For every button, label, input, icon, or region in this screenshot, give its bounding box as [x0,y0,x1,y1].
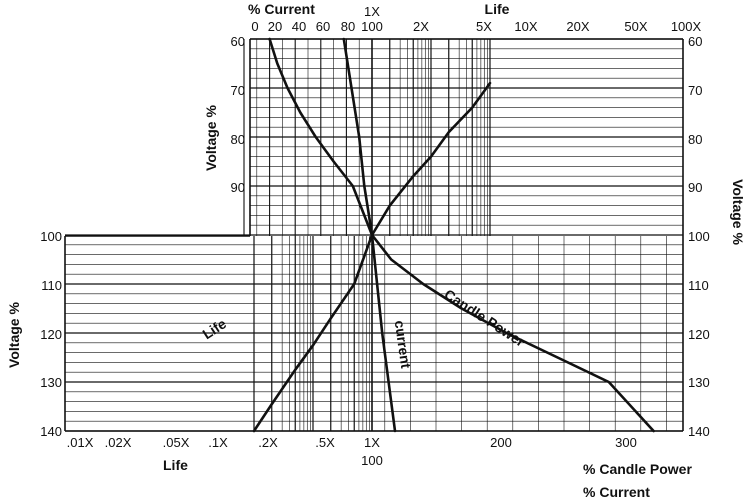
bottom-life-tick: .5X [315,435,335,450]
bottom-right-title-candle: % Candle Power [583,461,692,477]
lower-voltage-tick: 140 [40,424,62,439]
right-voltage-tick: 80 [688,132,702,147]
bottom-right-title-current: % Current [583,484,650,500]
top-current-tick: 60 [316,19,330,34]
bottom-life-tick: 1X [364,435,380,450]
lower-voltage-tick: 110 [41,278,62,293]
top-left-title: % Current [248,1,315,17]
upper-voltage-tick: 70 [231,83,245,98]
curve-layer [252,37,655,433]
top-current-tick: 80 [341,19,355,34]
bottom-life-title: Life [163,457,188,473]
bottom-life-tick: .01X [67,435,94,450]
bottom-life-tick: .2X [258,435,278,450]
lower-voltage-axis-title: Voltage % [6,302,22,368]
top-life-tick: 2X [413,19,429,34]
top-current-tick: 20 [268,19,282,34]
top-current-tick: 0 [251,19,258,34]
lower-voltage-tick: 120 [40,327,62,342]
lower-voltage-tick: 130 [40,375,62,390]
upper-voltage-tick: 90 [231,180,245,195]
life-curve-label: Life [199,315,229,342]
bottom-life-tick: .02X [105,435,132,450]
bottom-linear-tick: 200 [490,435,512,450]
right-voltage-axis-title: Voltage % [730,179,746,245]
lower-voltage-tick: 100 [40,229,62,244]
upper-voltage-tick: 80 [231,132,245,147]
top-center-title: Life [485,1,510,17]
current-curve-label: current [392,319,415,369]
bottom-linear-tick: 300 [615,435,637,450]
right-voltage-tick: 110 [688,278,709,293]
right-voltage-tick: 60 [688,34,702,49]
top-life-tick: 10X [514,19,537,34]
upper-voltage-tick: 60 [231,34,245,49]
right-voltage-tick: 140 [688,424,710,439]
right-voltage-tick: 120 [688,327,710,342]
right-voltage-tick: 70 [688,83,702,98]
bottom-life-tick: .05X [163,435,190,450]
top-life-tick: 1X [364,4,380,19]
top-life-tick: 5X [476,19,492,34]
top-life-tick: 50X [624,19,647,34]
bottom-linear-tick: 100 [361,453,383,468]
upper-voltage-axis-title: Voltage % [203,105,219,171]
top-shared-tick: 100 [361,19,383,34]
candle-power-curve-label: Candle Power [442,286,529,350]
right-voltage-tick: 90 [688,180,702,195]
right-voltage-tick: 100 [688,229,710,244]
top-life-tick: 100X [671,19,702,34]
current-curve [342,37,397,433]
top-current-tick: 40 [292,19,306,34]
top-life-tick: 20X [566,19,589,34]
bottom-life-tick: .1X [208,435,228,450]
right-voltage-tick: 130 [688,375,710,390]
